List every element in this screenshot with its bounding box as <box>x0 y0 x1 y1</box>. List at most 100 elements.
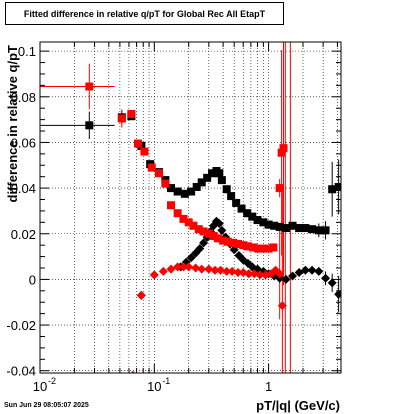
square-marker <box>243 209 252 218</box>
square-marker <box>229 238 238 247</box>
square-marker <box>269 243 278 252</box>
square-marker <box>173 187 182 196</box>
x-tick-exponent: -2 <box>48 376 56 386</box>
square-marker <box>259 218 268 227</box>
diamond-marker <box>314 266 324 276</box>
chart-title: Fitted difference in relative q/pT for G… <box>23 9 266 19</box>
square-marker <box>243 242 252 251</box>
square-marker <box>275 184 284 193</box>
diamond-marker <box>277 301 287 311</box>
diamond-marker <box>247 262 257 272</box>
diamond-marker <box>184 262 194 272</box>
square-marker <box>199 227 208 236</box>
square-marker <box>308 225 317 234</box>
square-marker <box>140 147 149 156</box>
x-tick-label: 10 <box>147 379 161 394</box>
x-axis-label: pT/|q| (GeV/c) <box>256 398 340 413</box>
marker-layer <box>85 82 341 373</box>
square-marker <box>264 220 273 229</box>
square-marker <box>180 189 189 198</box>
diamond-marker <box>217 225 227 235</box>
diamond-marker <box>244 269 254 279</box>
diamond-marker <box>334 289 341 299</box>
y-axis-label: difference in relative q/pT <box>5 45 20 203</box>
diamond-marker <box>158 266 168 276</box>
square-marker <box>264 244 273 253</box>
square-marker <box>328 185 337 194</box>
square-marker <box>259 244 268 253</box>
square-marker <box>227 192 236 201</box>
square-marker <box>85 82 94 91</box>
diamond-marker <box>255 270 265 280</box>
square-marker <box>288 221 297 230</box>
diamond-marker <box>130 370 136 373</box>
diamond-marker <box>199 238 209 248</box>
y-tick-label: 0.06 <box>11 135 36 150</box>
square-marker <box>187 187 196 196</box>
y-tick-label: 0.04 <box>11 181 36 196</box>
square-marker <box>85 121 94 130</box>
square-marker <box>253 216 262 225</box>
square-marker <box>237 204 246 213</box>
square-marker <box>234 240 243 249</box>
diamond-marker <box>178 262 188 272</box>
square-marker <box>167 201 176 210</box>
x-tick-label: 1 <box>265 379 272 394</box>
square-marker <box>192 182 201 191</box>
diamond-marker <box>149 270 159 280</box>
square-marker <box>254 244 263 253</box>
diamond-marker <box>307 265 317 275</box>
square-marker <box>301 224 310 233</box>
square-marker <box>248 243 257 252</box>
diamond-marker <box>197 264 207 274</box>
timestamp: Sun Jun 29 08:05:07 2025 <box>4 402 89 409</box>
diamond-marker <box>186 253 196 263</box>
diamond-marker <box>191 263 201 273</box>
diamond-marker <box>281 274 291 284</box>
square-marker <box>275 222 284 231</box>
diamond-marker <box>275 269 285 279</box>
diamond-marker <box>216 265 226 275</box>
diamond-marker <box>233 268 243 278</box>
grid-layer <box>40 42 341 373</box>
diamond-marker <box>275 273 285 283</box>
diamond-marker <box>294 268 304 278</box>
diamond-marker <box>173 262 183 272</box>
square-marker <box>197 178 206 187</box>
square-marker <box>222 185 231 194</box>
square-marker <box>167 184 176 193</box>
square-marker <box>279 144 288 153</box>
square-marker <box>117 114 126 123</box>
diamond-marker <box>136 290 146 300</box>
square-marker <box>189 221 198 230</box>
y-tick-label: 0.02 <box>11 227 36 242</box>
square-marker <box>232 198 241 207</box>
y-tick-label: -0.02 <box>6 318 36 333</box>
square-marker <box>208 169 217 178</box>
y-tick-label: 0.1 <box>18 44 36 59</box>
square-marker <box>127 109 136 118</box>
square-marker <box>133 139 142 148</box>
square-marker <box>179 214 188 223</box>
x-tick-exponent: -1 <box>162 376 170 386</box>
square-marker <box>209 232 218 241</box>
square-marker <box>223 237 232 246</box>
square-marker <box>147 163 156 172</box>
square-marker <box>270 221 279 230</box>
diamond-marker <box>227 266 237 276</box>
square-marker <box>203 173 212 182</box>
diamond-marker <box>327 278 337 288</box>
diamond-marker <box>321 273 331 283</box>
y-tick-label: 0 <box>29 272 36 287</box>
square-marker <box>194 225 203 234</box>
errorbar-layer <box>40 42 340 373</box>
square-marker <box>248 212 257 221</box>
square-marker <box>314 226 323 235</box>
square-marker <box>155 169 164 178</box>
diamond-marker <box>300 265 310 275</box>
square-marker <box>239 241 248 250</box>
diamond-marker <box>204 264 214 274</box>
square-marker <box>219 236 228 245</box>
square-marker <box>282 224 291 233</box>
